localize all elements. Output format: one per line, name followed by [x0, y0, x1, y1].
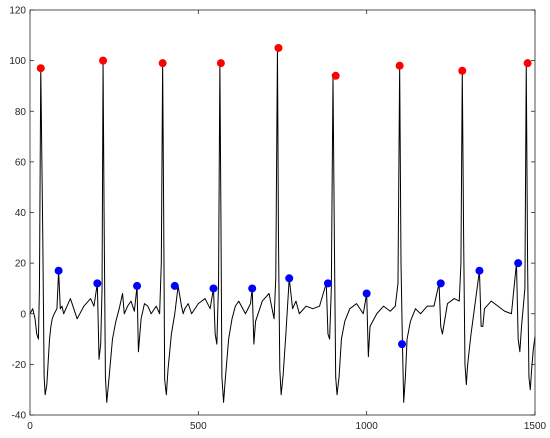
- signal-layer: [29, 47, 536, 403]
- y-tick-label-60: 60: [15, 157, 27, 168]
- t-peak-marker-4: [170, 281, 179, 290]
- x-tick-label-500: 500: [190, 421, 207, 432]
- x-tick-label-1000: 1000: [356, 421, 379, 432]
- y-tick-label-100: 100: [9, 56, 26, 67]
- t-peak-marker-9: [362, 289, 371, 298]
- r-peak-marker-9: [523, 59, 532, 68]
- r-peak-marker-2: [99, 56, 108, 65]
- t-peak-marker-2: [93, 279, 102, 288]
- r-peak-marker-8: [458, 66, 467, 75]
- r-peak-marker-1: [36, 64, 45, 73]
- ecg-signal-line: [29, 47, 536, 403]
- t-peak-marker-8: [323, 279, 332, 288]
- r-peak-marker-4: [216, 59, 225, 68]
- axis-layer: 0 500 1000 1500 -40 -20 0 20 40 60 80 100 120: [9, 6, 546, 433]
- x-tick-label-1500: 1500: [524, 421, 547, 432]
- t-peak-marker-10: [398, 340, 407, 349]
- t-peak-marker-12: [475, 266, 484, 275]
- y-tick-label-40: 40: [15, 208, 27, 219]
- t-peak-marker-1: [54, 266, 63, 275]
- marker-layer: [36, 43, 532, 349]
- y-tick-label-120: 120: [9, 6, 26, 17]
- t-peak-marker-7: [285, 274, 294, 283]
- r-peak-marker-5: [274, 43, 283, 52]
- t-peak-marker-6: [248, 284, 257, 293]
- r-peak-marker-3: [158, 59, 167, 68]
- r-peak-marker-6: [331, 71, 340, 80]
- y-tick-label--40: -40: [12, 411, 27, 422]
- t-peak-marker-3: [133, 281, 142, 290]
- r-peak-marker-7: [395, 61, 404, 70]
- plot-background: [30, 10, 535, 415]
- y-tick-label-20: 20: [15, 259, 27, 270]
- x-tick-label-0: 0: [27, 421, 33, 432]
- y-tick-label-0: 0: [20, 309, 26, 320]
- t-peak-marker-13: [514, 259, 523, 268]
- t-peak-marker-11: [436, 279, 445, 288]
- t-peak-marker-5: [209, 284, 218, 293]
- y-tick-label-80: 80: [15, 107, 27, 118]
- y-tick-label--20: -20: [12, 360, 27, 371]
